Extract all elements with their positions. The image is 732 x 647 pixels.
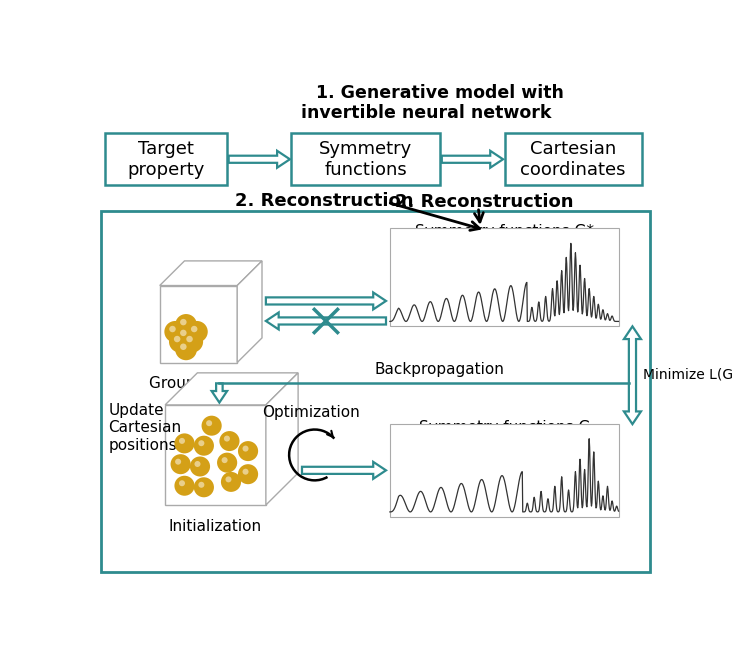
Text: 2. Reconstruction: 2. Reconstruction — [235, 192, 414, 210]
Polygon shape — [266, 292, 386, 309]
Text: Target
property: Target property — [127, 140, 205, 179]
Circle shape — [175, 314, 197, 336]
Circle shape — [206, 420, 212, 426]
Bar — [504, 133, 642, 186]
Circle shape — [201, 415, 222, 435]
Circle shape — [186, 336, 193, 342]
Circle shape — [198, 440, 204, 446]
Circle shape — [238, 441, 258, 461]
Circle shape — [238, 464, 258, 484]
Text: Symmetry
functions: Symmetry functions — [319, 140, 412, 179]
Circle shape — [242, 446, 249, 452]
Circle shape — [221, 472, 241, 492]
Circle shape — [174, 433, 195, 454]
Circle shape — [194, 477, 214, 498]
Circle shape — [174, 476, 195, 496]
Text: Symmetry functions G*: Symmetry functions G* — [415, 224, 594, 239]
Circle shape — [195, 461, 201, 467]
Text: Backpropagation: Backpropagation — [375, 362, 504, 377]
Circle shape — [242, 468, 249, 475]
Polygon shape — [266, 313, 386, 329]
Circle shape — [179, 480, 185, 487]
Bar — [105, 133, 227, 186]
Circle shape — [222, 457, 228, 463]
Text: Update
Cartesian
positions: Update Cartesian positions — [108, 403, 182, 453]
Bar — [160, 285, 237, 362]
Circle shape — [169, 331, 191, 353]
Polygon shape — [302, 462, 386, 479]
Text: Minimize L(G, G*): Minimize L(G, G*) — [643, 368, 732, 382]
Circle shape — [186, 321, 208, 342]
Circle shape — [180, 330, 187, 336]
Text: Initialization: Initialization — [169, 519, 262, 534]
Bar — [165, 405, 266, 505]
Bar — [390, 228, 619, 326]
Circle shape — [180, 319, 187, 325]
Bar — [390, 424, 619, 516]
Circle shape — [174, 336, 180, 342]
Polygon shape — [624, 326, 641, 424]
Circle shape — [198, 482, 204, 488]
Text: Optimization: Optimization — [262, 405, 359, 421]
Polygon shape — [442, 151, 503, 168]
Circle shape — [165, 321, 186, 342]
Circle shape — [179, 438, 185, 444]
Text: Ground truth: Ground truth — [149, 377, 248, 391]
Circle shape — [175, 338, 197, 360]
Text: Cartesian
coordinates: Cartesian coordinates — [520, 140, 626, 179]
Polygon shape — [228, 151, 290, 168]
Text: 2. Reconstruction: 2. Reconstruction — [395, 193, 574, 211]
Circle shape — [175, 325, 197, 346]
Circle shape — [194, 435, 214, 455]
Circle shape — [225, 476, 231, 483]
Polygon shape — [237, 261, 262, 362]
Polygon shape — [160, 261, 262, 285]
Circle shape — [175, 459, 181, 465]
Circle shape — [220, 431, 239, 451]
Circle shape — [180, 344, 187, 350]
Circle shape — [191, 326, 198, 333]
Bar — [101, 211, 649, 572]
Text: invertible neural network: invertible neural network — [301, 104, 551, 122]
Polygon shape — [212, 383, 227, 402]
Circle shape — [182, 331, 203, 353]
Circle shape — [171, 454, 191, 474]
Polygon shape — [165, 373, 298, 405]
Circle shape — [224, 435, 230, 442]
Circle shape — [190, 457, 210, 476]
Polygon shape — [266, 373, 298, 505]
Bar — [291, 133, 440, 186]
Text: 1. Generative model with: 1. Generative model with — [316, 84, 564, 102]
Text: Symmetry functions G: Symmetry functions G — [419, 421, 590, 435]
Circle shape — [169, 326, 176, 333]
Circle shape — [217, 453, 237, 473]
